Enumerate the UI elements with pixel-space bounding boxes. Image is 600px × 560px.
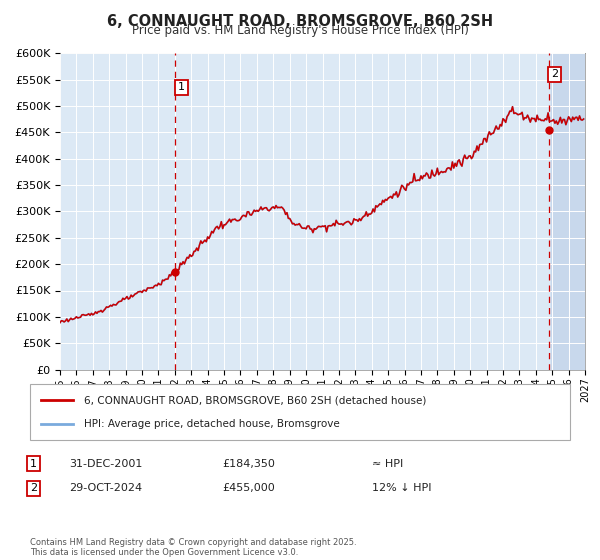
FancyBboxPatch shape <box>30 384 570 440</box>
Text: 1: 1 <box>178 82 185 92</box>
Text: 6, CONNAUGHT ROAD, BROMSGROVE, B60 2SH (detached house): 6, CONNAUGHT ROAD, BROMSGROVE, B60 2SH (… <box>84 395 427 405</box>
Text: 31-DEC-2001: 31-DEC-2001 <box>69 459 142 469</box>
Text: 2: 2 <box>30 483 37 493</box>
Text: £184,350: £184,350 <box>222 459 275 469</box>
Text: Price paid vs. HM Land Registry's House Price Index (HPI): Price paid vs. HM Land Registry's House … <box>131 24 469 36</box>
Text: 1: 1 <box>30 459 37 469</box>
Text: 6, CONNAUGHT ROAD, BROMSGROVE, B60 2SH: 6, CONNAUGHT ROAD, BROMSGROVE, B60 2SH <box>107 14 493 29</box>
Text: ≈ HPI: ≈ HPI <box>372 459 403 469</box>
Text: Contains HM Land Registry data © Crown copyright and database right 2025.
This d: Contains HM Land Registry data © Crown c… <box>30 538 356 557</box>
Bar <box>551 53 585 370</box>
Text: 2: 2 <box>551 69 558 80</box>
Text: 29-OCT-2024: 29-OCT-2024 <box>69 483 142 493</box>
Text: £455,000: £455,000 <box>222 483 275 493</box>
Text: 12% ↓ HPI: 12% ↓ HPI <box>372 483 431 493</box>
Text: HPI: Average price, detached house, Bromsgrove: HPI: Average price, detached house, Brom… <box>84 419 340 429</box>
